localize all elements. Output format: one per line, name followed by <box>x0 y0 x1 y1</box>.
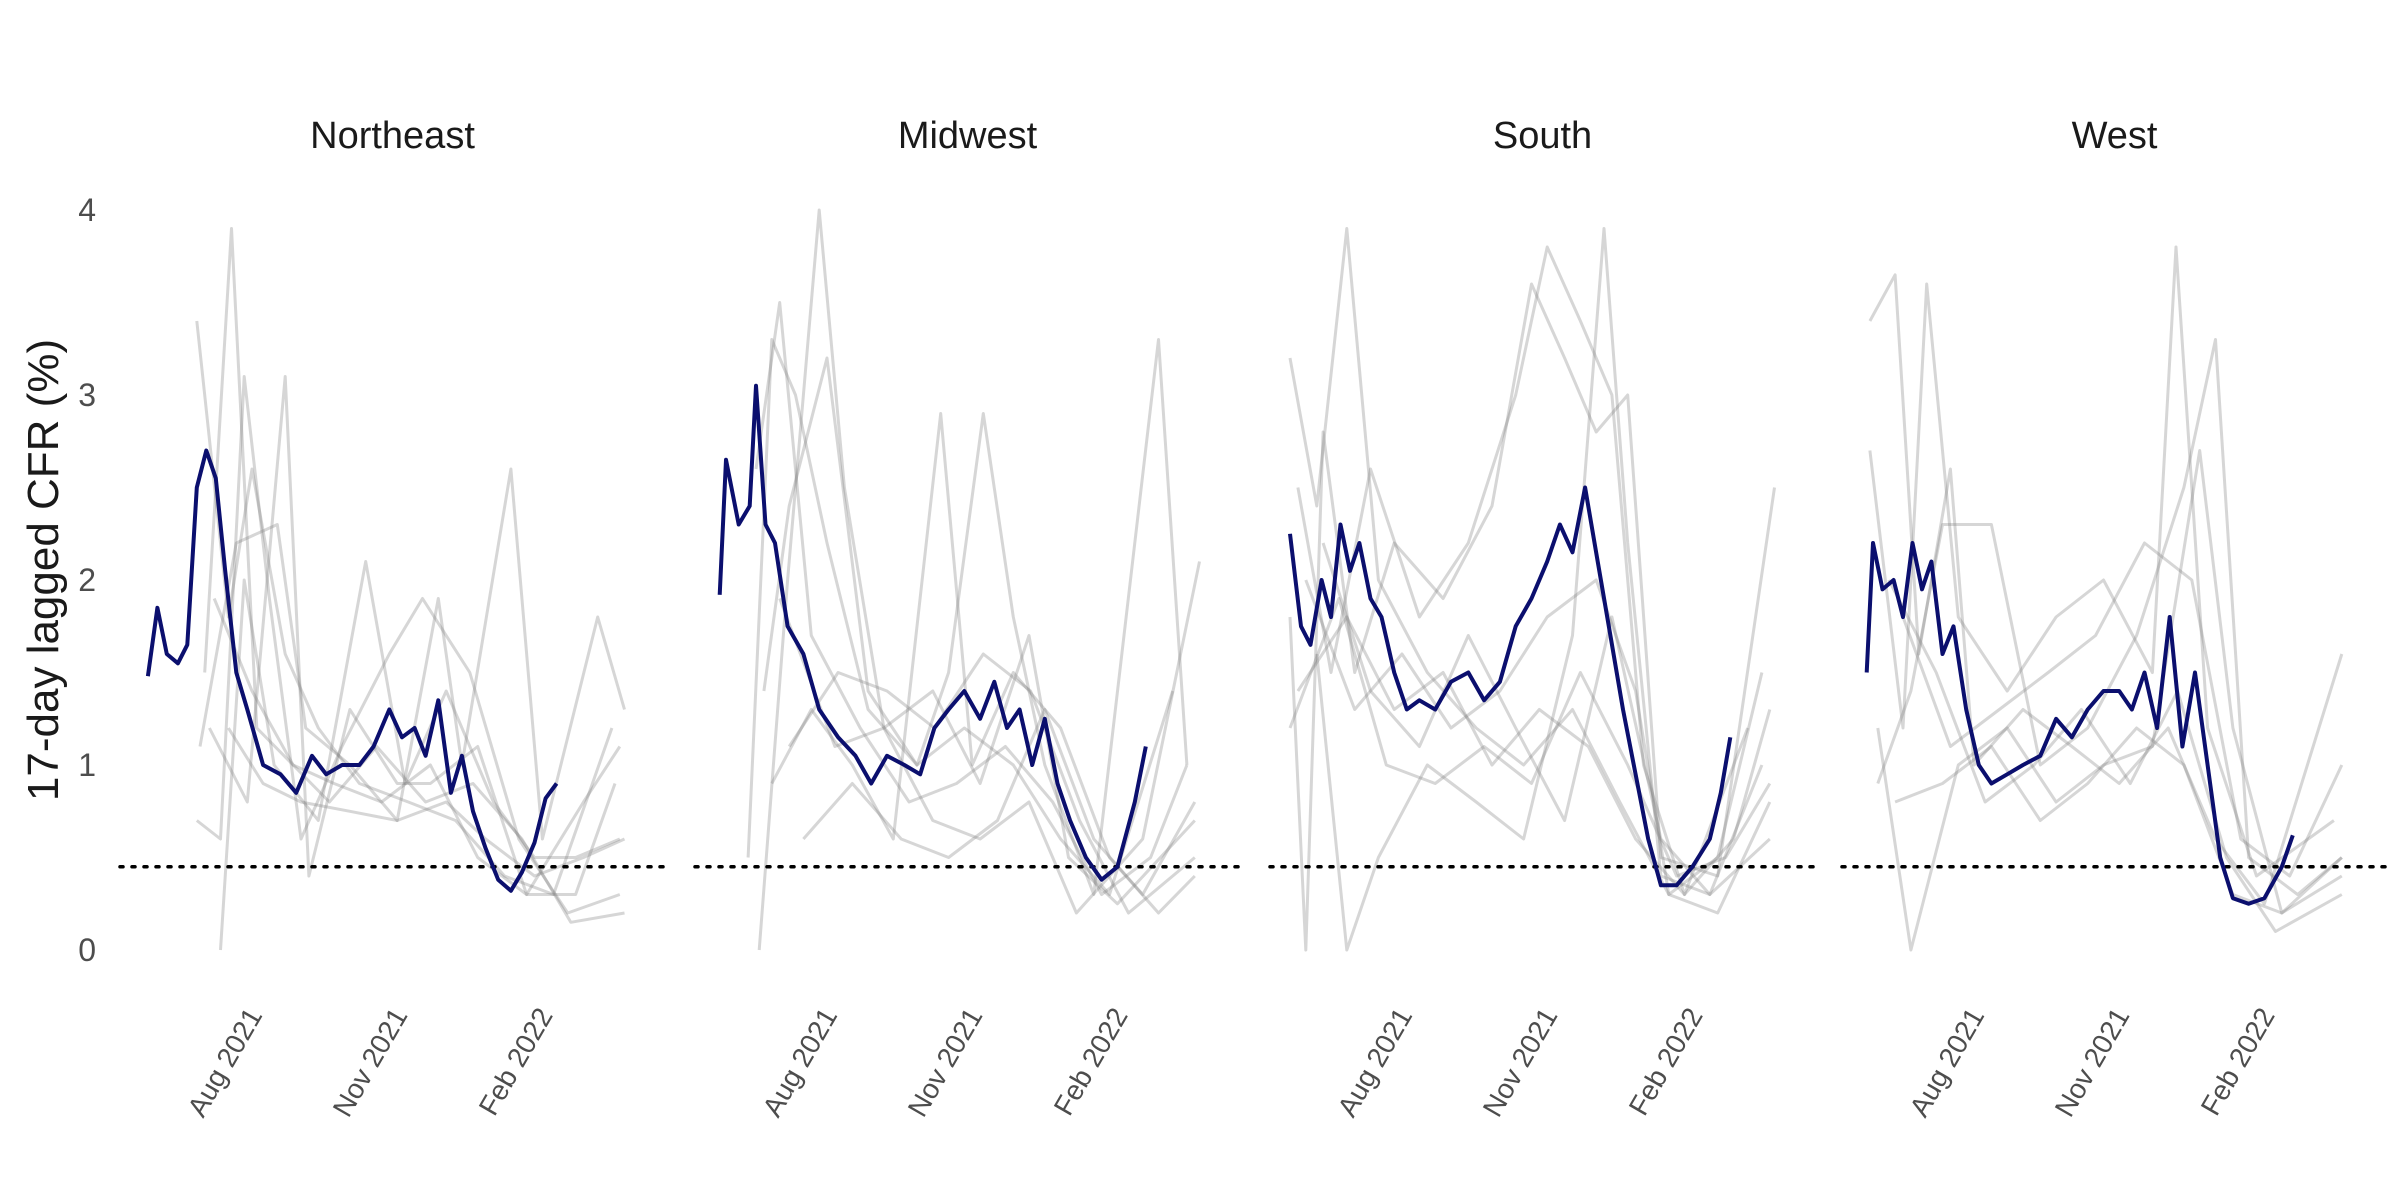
x-tick-label: Aug 2021 <box>1332 1003 1419 1122</box>
background-series-line <box>203 227 622 896</box>
background-series-line <box>1288 282 1776 952</box>
background-series-line <box>778 597 1196 906</box>
highlight-series-line <box>145 448 559 893</box>
x-tick-label: Aug 2021 <box>757 1003 844 1122</box>
y-axis-label: 17-day lagged CFR (%) <box>19 339 68 801</box>
background-series-line <box>195 375 621 915</box>
x-tick-label: Feb 2022 <box>1048 1003 1134 1121</box>
y-tick-label: 4 <box>78 192 96 228</box>
background-series-line <box>1887 579 2343 933</box>
facet-panel-midwest: Midwest Aug 2021 Nov 2021 Feb 2022 <box>693 115 1242 1122</box>
facet-panel-west: West Aug 2021 Nov 2021 Feb 2022 <box>1840 115 2389 1122</box>
y-axis-ticks: 0 1 2 3 4 <box>78 192 96 968</box>
y-tick-label: 0 <box>78 932 96 968</box>
x-tick-label: Feb 2022 <box>2195 1003 2281 1121</box>
x-tick-label: Nov 2021 <box>327 1003 414 1122</box>
background-series-line <box>762 338 1189 896</box>
background-series-line <box>227 727 626 878</box>
background-series-line <box>1288 227 1764 896</box>
x-tick-label: Nov 2021 <box>2049 1003 2136 1122</box>
facet-title: Midwest <box>898 115 1038 157</box>
background-series-line <box>802 708 1197 896</box>
x-tick-label: Aug 2021 <box>182 1003 269 1122</box>
background-series-line <box>1868 273 2344 906</box>
x-tick-label: Aug 2021 <box>1904 1003 1991 1122</box>
background-series-line <box>195 320 614 896</box>
background-series-line <box>757 208 1201 951</box>
facet-panel-south: South Aug 2021 Nov 2021 Feb 2022 <box>1268 115 1817 1122</box>
background-series-line <box>1868 245 2335 878</box>
facet-title: Northeast <box>310 115 475 157</box>
x-tick-label: Nov 2021 <box>1477 1003 1564 1122</box>
background-series-line <box>1894 726 2343 915</box>
background-series-line <box>1296 245 1750 896</box>
background-series-line <box>198 467 626 841</box>
facet-title: South <box>1493 115 1592 157</box>
background-series-line <box>219 560 621 951</box>
background-series-line <box>787 652 1196 915</box>
background-series-line <box>1288 597 1772 878</box>
facet-title: West <box>2072 115 2158 157</box>
y-tick-label: 3 <box>78 377 96 413</box>
background-series-line <box>1901 541 2344 878</box>
facet-panel-northeast: Northeast Aug 2021 Nov 2021 Feb 2022 <box>118 115 667 1122</box>
background-series-line <box>212 597 625 924</box>
background-series-line <box>1876 338 2343 896</box>
x-tick-label: Feb 2022 <box>473 1003 559 1121</box>
highlight-series-line <box>1288 485 1733 888</box>
y-tick-label: 1 <box>78 747 96 783</box>
highlight-series-line <box>1864 541 2295 906</box>
x-tick-label: Nov 2021 <box>902 1003 989 1122</box>
y-tick-label: 2 <box>78 562 96 598</box>
x-tick-label: Feb 2022 <box>1623 1003 1709 1121</box>
background-series-line <box>1876 449 2343 952</box>
background-series-line <box>1304 578 1772 915</box>
background-series-line <box>770 412 1196 915</box>
background-series-line <box>754 301 1189 896</box>
background-series-line <box>1296 615 1772 896</box>
highlight-series-line <box>717 383 1148 882</box>
background-series-line <box>746 338 1175 896</box>
background-series-line <box>1315 227 1764 952</box>
background-series-line <box>1321 542 1771 896</box>
background-series-line <box>208 375 617 896</box>
